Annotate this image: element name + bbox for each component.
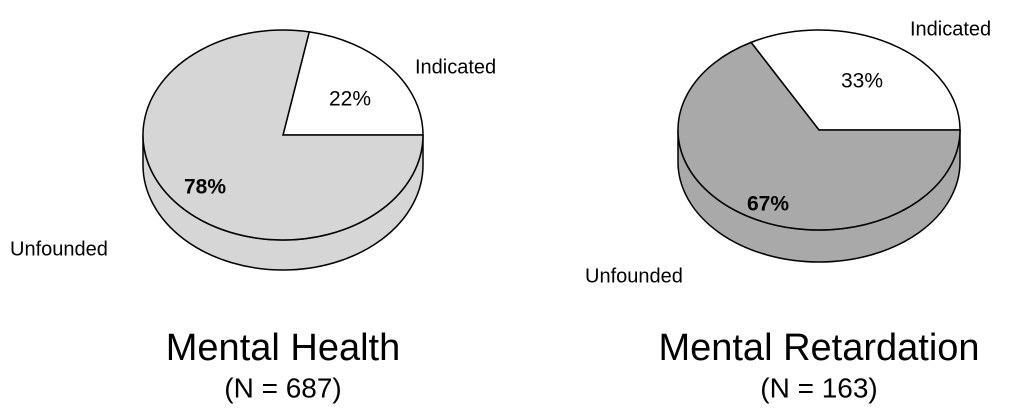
value-label: 78% [184, 176, 226, 199]
pie-slice [282, 31, 424, 136]
chart-subtitle: (N = 687) [224, 372, 342, 403]
value-label: 22% [329, 88, 371, 111]
pie-slice [142, 29, 424, 241]
slice-label: Indicated [415, 56, 496, 78]
value-label: 67% [747, 193, 789, 216]
chart-title: Mental Retardation [658, 327, 979, 369]
pie-slice [749, 29, 961, 131]
chart-subtitle: (N = 163) [760, 372, 878, 403]
slice-label: Indicated [910, 18, 991, 40]
value-label: 33% [841, 70, 883, 93]
chart-title: Mental Health [166, 327, 400, 369]
pie-slice [677, 41, 961, 231]
slice-label: Unfounded [10, 238, 108, 260]
slice-label: Unfounded [585, 265, 683, 287]
